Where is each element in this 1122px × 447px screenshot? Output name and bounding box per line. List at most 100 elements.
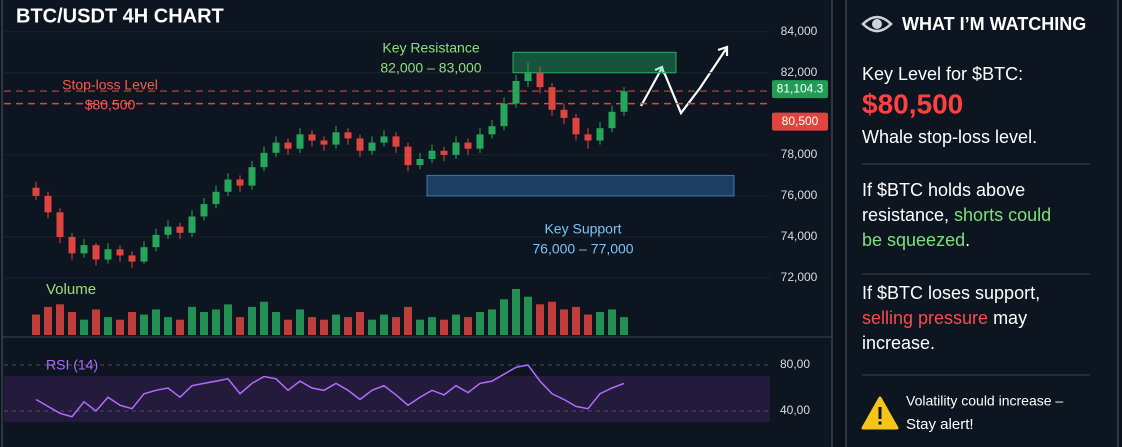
volume-bar — [428, 317, 436, 335]
support-zone — [426, 174, 735, 197]
candle-body — [224, 179, 232, 192]
y-tick-label: 74,000 — [781, 229, 818, 243]
alert-text: Stay alert! — [906, 416, 974, 433]
candle-body — [572, 117, 580, 135]
candle-body — [440, 150, 448, 155]
key-level-label: Key Level for $BTC: — [862, 64, 1023, 84]
candle-body — [260, 152, 268, 168]
volume-bar — [128, 312, 136, 335]
candle-body — [548, 87, 556, 110]
candle-body — [488, 126, 496, 135]
scenario-text: may — [988, 308, 1027, 328]
alert-text: Volatility could increase – — [906, 393, 1063, 409]
candle-body — [296, 134, 304, 149]
key-level-note: Whale stop-loss level. — [862, 127, 1037, 147]
volume-bar — [512, 289, 520, 335]
candle-body — [212, 191, 220, 205]
candle-body — [596, 128, 604, 141]
volume-bar — [152, 309, 160, 335]
scenario-text: increase. — [862, 333, 935, 353]
volume-bar — [116, 319, 124, 335]
scenario-line: selling pressure may — [862, 308, 1027, 328]
candle-body — [608, 111, 616, 129]
volume-bar — [476, 312, 484, 335]
candle-body — [32, 187, 40, 196]
scenario-text: If $BTC loses support, — [862, 283, 1040, 303]
candle-body — [368, 142, 376, 151]
volume-bar — [488, 309, 496, 335]
volume-bar — [284, 319, 292, 335]
current_price-tag — [772, 80, 828, 99]
volume-bar — [32, 314, 40, 335]
key-level-price: $80,500 — [862, 88, 963, 119]
y-tick-label: 72,000 — [781, 270, 818, 284]
scenario-text: . — [965, 230, 970, 250]
volume-bar — [80, 319, 88, 335]
volume-bar — [56, 304, 64, 335]
volume-bar — [584, 314, 592, 335]
candle-body — [404, 146, 412, 166]
scenario-text: selling pressure — [862, 308, 988, 328]
resistance-label: Key Resistance — [382, 40, 479, 56]
volume-bar — [272, 312, 280, 335]
stop_loss-tag — [772, 112, 828, 131]
stop-loss-value: $80,500 — [85, 97, 136, 113]
candle-body — [428, 150, 436, 159]
y-tick-label: 82,000 — [781, 65, 818, 79]
candle-body — [164, 226, 172, 235]
volume-bar — [344, 317, 352, 335]
volume-bar — [500, 299, 508, 335]
volume-bar — [332, 314, 340, 335]
volume-bar — [176, 319, 184, 335]
support-label: Key Support — [544, 221, 621, 237]
scenario-line: resistance, shorts could — [862, 205, 1051, 225]
volume-bar — [224, 304, 232, 335]
rsi-tick-label: 40,00 — [780, 403, 810, 417]
candle-body — [272, 142, 280, 153]
volume-bar — [320, 319, 328, 335]
volume-bar — [404, 306, 412, 335]
scenario-text: be squeezed — [862, 230, 965, 250]
volume-bar — [572, 306, 580, 335]
candle-body — [200, 204, 208, 217]
candle-body — [500, 103, 508, 127]
volume-bar — [392, 317, 400, 335]
scenario-line: be squeezed. — [862, 230, 970, 250]
scenario-text: resistance, — [862, 205, 954, 225]
candle-body — [248, 167, 256, 186]
eye-icon — [861, 15, 893, 33]
volume-bar — [596, 312, 604, 335]
scenario-line: increase. — [862, 333, 935, 353]
volume-bar — [308, 317, 316, 335]
projection-arrow — [640, 45, 729, 116]
volume-label: Volume — [46, 281, 96, 298]
volume-bar — [164, 317, 172, 335]
current_price-tag-label: 81,104.3 — [777, 81, 824, 95]
volume-bar — [236, 317, 244, 335]
candle-body — [524, 72, 532, 82]
scenario-line: If $BTC holds above — [862, 180, 1025, 200]
volume-bar — [212, 309, 220, 335]
volume-bar — [548, 301, 556, 335]
candle-body — [92, 245, 100, 260]
volume-bar — [620, 317, 628, 335]
stop_loss-tag-label: 80,500 — [782, 114, 819, 128]
y-tick-label: 84,000 — [781, 24, 818, 38]
volume-bar — [368, 319, 376, 335]
volume-bar — [200, 312, 208, 335]
candle-body — [464, 142, 472, 149]
candle-body — [392, 136, 400, 147]
sidebar-title: WHAT I’M WATCHING — [902, 14, 1086, 34]
candle-body — [512, 81, 520, 104]
volume-bar — [608, 309, 616, 335]
candle-body — [68, 236, 76, 254]
volume-bar — [440, 319, 448, 335]
sidebar-panel — [845, 0, 1119, 447]
candle-body — [140, 247, 148, 262]
rsi-label: RSI (14) — [46, 357, 98, 373]
candle-body — [128, 255, 136, 262]
candle-body — [620, 91, 628, 112]
candle-body — [80, 245, 88, 254]
y-tick-label: 78,000 — [781, 147, 818, 161]
candle-body — [188, 216, 196, 233]
